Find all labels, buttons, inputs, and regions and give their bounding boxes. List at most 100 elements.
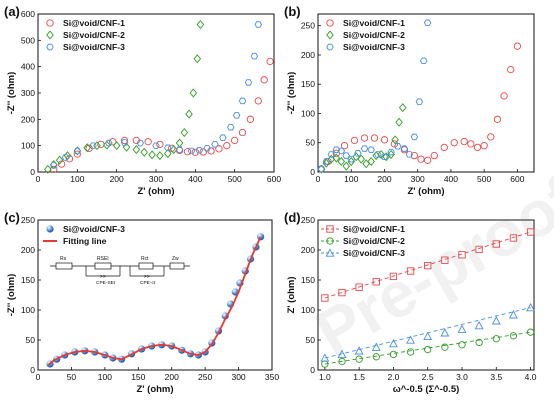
legend-marker bbox=[326, 225, 334, 233]
data-point bbox=[391, 135, 399, 145]
y-tick-label: 200 bbox=[301, 50, 315, 60]
cpe-symbol: >> bbox=[144, 274, 150, 280]
data-point bbox=[371, 342, 381, 351]
y-tick-label: 0 bbox=[30, 365, 35, 375]
legend-label: Si@void/CNF-2 bbox=[343, 30, 405, 40]
data-point bbox=[260, 76, 268, 84]
circuit-label: RSEI bbox=[97, 256, 109, 262]
data-point bbox=[342, 152, 350, 159]
y-tick-label: 150 bbox=[21, 275, 35, 285]
x-tick-label: 0 bbox=[36, 174, 41, 184]
legend-marker bbox=[326, 43, 334, 51]
series-0 bbox=[321, 228, 535, 302]
data-point bbox=[57, 160, 66, 168]
data-point bbox=[493, 115, 502, 123]
data-point bbox=[203, 145, 211, 152]
x-tick-label: 1.0 bbox=[319, 372, 331, 382]
data-point bbox=[473, 143, 482, 152]
data-point bbox=[338, 288, 346, 297]
data-point bbox=[355, 355, 363, 363]
circuit-label: CPE-SEI bbox=[96, 280, 115, 286]
legend-marker bbox=[326, 237, 334, 245]
data-point bbox=[223, 142, 231, 150]
data-point bbox=[89, 142, 97, 149]
y-tick-label: 50 bbox=[306, 138, 316, 148]
y-tick-label: 200 bbox=[21, 245, 35, 255]
data-point bbox=[370, 134, 379, 142]
legend-marker bbox=[46, 19, 54, 27]
x-tick-label: 600 bbox=[267, 174, 281, 184]
data-point bbox=[400, 145, 409, 152]
x-tick-label: 0 bbox=[36, 372, 41, 382]
legend-marker bbox=[46, 30, 54, 40]
data-point bbox=[352, 152, 361, 162]
legend-label: Si@void/CNF-3 bbox=[63, 42, 125, 52]
y-tick-label: 200 bbox=[21, 114, 35, 124]
data-point bbox=[342, 161, 351, 171]
data-point bbox=[360, 145, 369, 152]
legend-label: Si@void/CNF-2 bbox=[343, 236, 405, 246]
data-point bbox=[458, 341, 466, 349]
panel-label: (b) bbox=[284, 4, 301, 19]
data-point bbox=[148, 150, 156, 160]
resistor-rs bbox=[55, 262, 73, 270]
data-point bbox=[417, 155, 425, 163]
y-tick-label: 50 bbox=[306, 335, 316, 345]
x-tick-label: 400 bbox=[444, 174, 458, 184]
data-point bbox=[317, 165, 326, 173]
data-point bbox=[120, 136, 129, 145]
legend-label: Fitting line bbox=[63, 236, 107, 246]
data-point bbox=[195, 147, 203, 154]
data-point bbox=[357, 154, 365, 164]
data-point bbox=[266, 57, 274, 66]
data-point bbox=[424, 156, 432, 164]
panel-label: (a) bbox=[4, 4, 20, 19]
data-point bbox=[372, 353, 380, 361]
y-tick-label: 100 bbox=[21, 305, 35, 315]
data-point bbox=[183, 148, 192, 156]
data-point bbox=[238, 97, 247, 105]
y-tick-label: 150 bbox=[301, 79, 315, 89]
legend-label: Si@void/CNF-3 bbox=[63, 224, 125, 234]
series-1 bbox=[317, 103, 407, 174]
data-point bbox=[322, 158, 331, 165]
data-point bbox=[257, 233, 265, 241]
data-point bbox=[509, 234, 518, 242]
x-tick-label: 3.5 bbox=[490, 372, 502, 382]
data-point bbox=[389, 272, 398, 281]
series-1 bbox=[321, 328, 535, 368]
y-axis-label: -Z'' (ohm) bbox=[286, 72, 297, 115]
resistor-rct bbox=[138, 262, 154, 270]
data-point bbox=[232, 112, 241, 119]
data-point bbox=[191, 148, 199, 156]
x-tick-label: 600 bbox=[510, 174, 524, 184]
data-point bbox=[219, 134, 227, 141]
data-point bbox=[164, 144, 172, 151]
y-tick-label: 300 bbox=[21, 88, 35, 98]
x-tick-label: 500 bbox=[477, 174, 491, 184]
data-point bbox=[55, 155, 64, 165]
data-point bbox=[487, 133, 495, 141]
data-point bbox=[360, 134, 369, 142]
data-point bbox=[492, 335, 500, 343]
data-point bbox=[507, 65, 515, 74]
data-point bbox=[513, 42, 522, 50]
data-point bbox=[180, 128, 189, 137]
data-point bbox=[508, 310, 518, 319]
data-point bbox=[337, 147, 345, 155]
legend-label: Si@void/CNF-1 bbox=[343, 224, 405, 234]
data-point bbox=[321, 294, 329, 302]
data-point bbox=[140, 147, 148, 157]
y-tick-label: 0 bbox=[310, 167, 315, 177]
data-point bbox=[458, 251, 466, 259]
legend: Si@void/CNF-1 Si@void/CNF-2 Si@void/CNF-3 bbox=[326, 18, 405, 52]
data-point bbox=[187, 147, 196, 155]
circuit-label: Rct bbox=[141, 256, 149, 262]
data-point bbox=[440, 143, 448, 152]
data-point bbox=[526, 228, 535, 236]
data-point bbox=[526, 328, 535, 336]
x-tick-label: 1.5 bbox=[353, 372, 365, 382]
legend-label: Si@void/CNF-1 bbox=[343, 18, 405, 28]
data-point bbox=[175, 146, 184, 153]
data-point bbox=[211, 141, 219, 148]
